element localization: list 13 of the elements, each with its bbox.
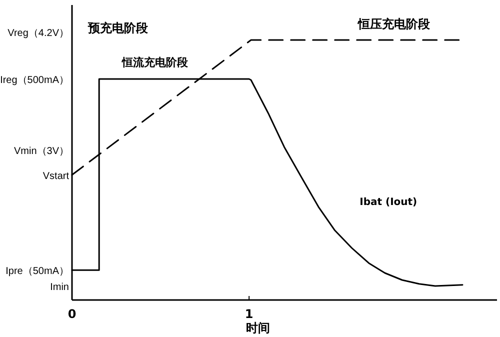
text: Imin [50,282,69,293]
text: Vreg（4.2V） [8,28,69,39]
annotation: 恒流充电阶段 [121,56,189,69]
text: Vstart [42,171,70,182]
x-tick-label: 1 [244,307,254,321]
text: Vmin（3V） [14,146,69,157]
text: 恒压充电阶段 [357,17,431,31]
text: Ireg（500mA） [0,75,69,86]
x-tick-label: 0 [68,307,76,321]
text: 预充电阶段 [87,21,149,35]
text: Ipre（50mA） [6,266,69,277]
text: Ibat (Iout) [360,197,418,208]
x-axis-title: 时间 [246,321,270,335]
